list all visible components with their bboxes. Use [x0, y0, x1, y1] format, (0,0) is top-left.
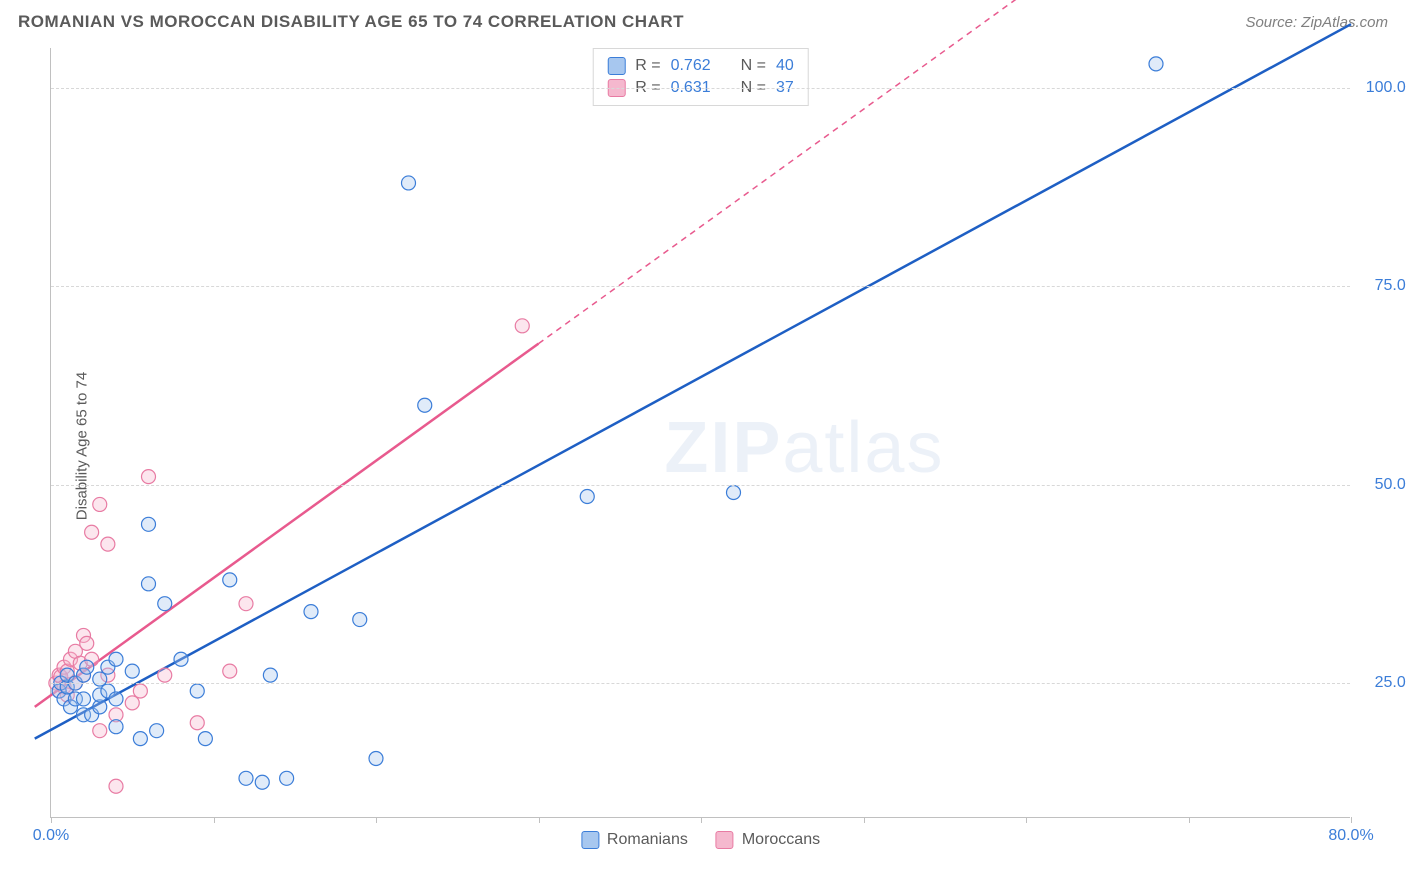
x-tick	[51, 817, 52, 823]
x-tick-label: 0.0%	[33, 827, 69, 845]
data-point	[93, 724, 107, 738]
data-point	[101, 537, 115, 551]
gridline-h	[51, 88, 1350, 89]
data-point	[239, 597, 253, 611]
r-value: 0.762	[671, 57, 711, 75]
data-point	[77, 692, 91, 706]
data-point	[133, 732, 147, 746]
x-tick-label: 80.0%	[1328, 827, 1373, 845]
data-point	[369, 751, 383, 765]
n-value: 40	[776, 57, 794, 75]
data-point	[109, 692, 123, 706]
data-point	[190, 684, 204, 698]
data-point	[515, 319, 529, 333]
y-tick-label: 100.0%	[1360, 79, 1406, 97]
data-point	[198, 732, 212, 746]
data-point	[142, 577, 156, 591]
data-point	[125, 664, 139, 678]
data-point	[239, 771, 253, 785]
data-point	[80, 660, 94, 674]
data-point	[280, 771, 294, 785]
plot-area: ZIPatlas R =0.762N =40R =0.631N =37 Roma…	[50, 48, 1350, 818]
legend-swatch	[581, 831, 599, 849]
data-point	[125, 696, 139, 710]
data-point	[402, 176, 416, 190]
gridline-h	[51, 286, 1350, 287]
data-point	[158, 668, 172, 682]
data-point	[255, 775, 269, 789]
gridline-h	[51, 683, 1350, 684]
x-tick	[214, 817, 215, 823]
romanians-trend-line	[35, 24, 1351, 738]
data-point	[142, 517, 156, 531]
chart-title: ROMANIAN VS MOROCCAN DISABILITY AGE 65 T…	[18, 12, 684, 32]
y-tick-label: 75.0%	[1360, 277, 1406, 295]
chart-container: ROMANIAN VS MOROCCAN DISABILITY AGE 65 T…	[0, 0, 1406, 892]
bottom-legend: Romanians Moroccans	[581, 831, 820, 849]
data-point	[174, 652, 188, 666]
data-point	[109, 720, 123, 734]
correlation-stats-box: R =0.762N =40R =0.631N =37	[592, 48, 809, 106]
data-point	[418, 398, 432, 412]
legend-item: Moroccans	[716, 831, 820, 849]
data-point	[353, 613, 367, 627]
data-point	[109, 779, 123, 793]
data-point	[142, 470, 156, 484]
moroccans-trend-line	[35, 344, 539, 707]
stats-row: R = 0.762 N = 40	[607, 55, 794, 77]
data-point	[93, 497, 107, 511]
gridline-h	[51, 485, 1350, 486]
data-point	[223, 573, 237, 587]
legend-item: Romanians	[581, 831, 688, 849]
x-tick	[1026, 817, 1027, 823]
data-point	[1149, 57, 1163, 71]
n-label: N =	[741, 57, 766, 75]
r-label: R =	[635, 57, 660, 75]
legend-label: Romanians	[607, 831, 688, 849]
header: ROMANIAN VS MOROCCAN DISABILITY AGE 65 T…	[18, 12, 1388, 32]
data-point	[580, 490, 594, 504]
data-point	[133, 684, 147, 698]
data-point	[109, 652, 123, 666]
data-point	[263, 668, 277, 682]
data-point	[727, 486, 741, 500]
data-point	[150, 724, 164, 738]
data-point	[80, 636, 94, 650]
data-point	[85, 525, 99, 539]
x-tick	[1189, 817, 1190, 823]
x-tick	[376, 817, 377, 823]
x-tick	[539, 817, 540, 823]
data-point	[158, 597, 172, 611]
x-tick	[864, 817, 865, 823]
x-tick	[701, 817, 702, 823]
y-tick-label: 25.0%	[1360, 674, 1406, 692]
y-tick-label: 50.0%	[1360, 476, 1406, 494]
source-label: Source: ZipAtlas.com	[1245, 14, 1388, 31]
legend-swatch	[607, 57, 625, 75]
data-point	[304, 605, 318, 619]
legend-label: Moroccans	[742, 831, 820, 849]
data-point	[190, 716, 204, 730]
x-tick	[1351, 817, 1352, 823]
data-point	[223, 664, 237, 678]
legend-swatch	[716, 831, 734, 849]
chart-svg	[51, 48, 1350, 817]
